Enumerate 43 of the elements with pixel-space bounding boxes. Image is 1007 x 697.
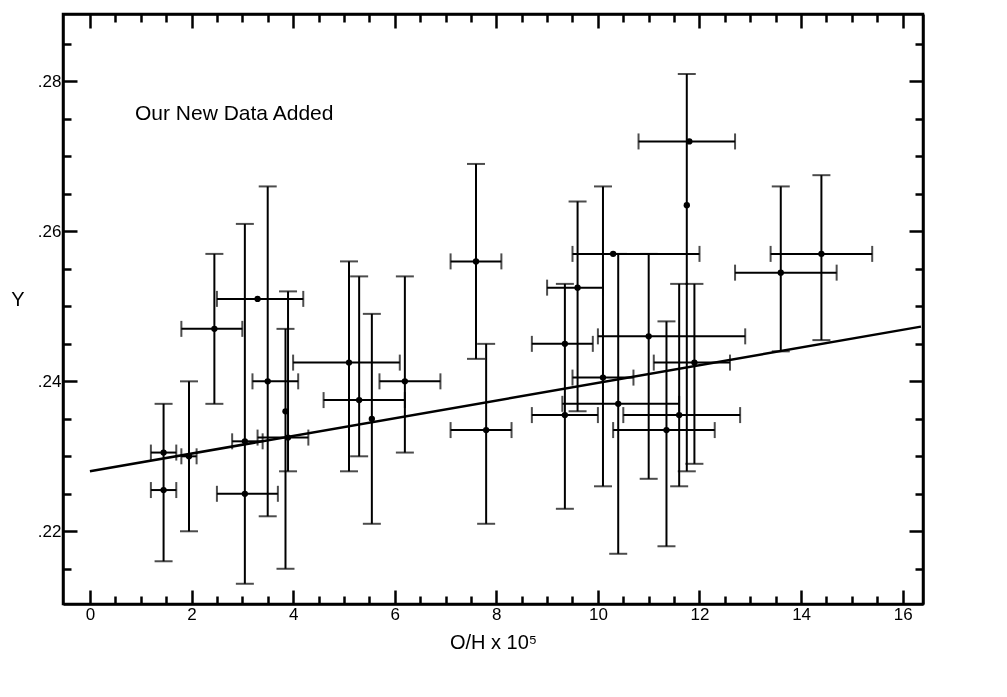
point	[818, 250, 825, 258]
point	[160, 486, 167, 494]
point	[561, 411, 569, 419]
point	[355, 396, 363, 404]
point	[691, 359, 698, 366]
y-tick-label: .22	[37, 521, 62, 541]
x-tick-label: 16	[893, 604, 913, 624]
y-tick-label: .26	[37, 221, 62, 241]
x-tick-label: 8	[492, 604, 502, 624]
x-tick-label: 12	[690, 604, 710, 624]
point	[609, 250, 617, 258]
x-tick-label: 6	[390, 604, 400, 624]
x-tick-label: 4	[288, 604, 299, 624]
y-tick-label: .28	[37, 71, 62, 91]
point	[345, 359, 353, 366]
point	[777, 269, 784, 276]
x-tick-label: 0	[85, 604, 96, 624]
point	[264, 378, 271, 385]
y-axis-title: Y	[11, 287, 25, 310]
x-axis-title: O/H x 10⁵	[449, 630, 538, 653]
point	[401, 378, 409, 385]
point	[615, 400, 622, 407]
x-tick-label: 2	[187, 604, 197, 624]
point	[368, 415, 376, 422]
point	[160, 449, 167, 456]
y-tick-label: .24	[37, 371, 62, 391]
x-tick-label: 10	[588, 604, 608, 624]
point	[645, 333, 652, 340]
point	[472, 258, 480, 265]
annotation: Our New Data Added	[135, 101, 334, 124]
point	[211, 325, 218, 333]
x-tick-label: 14	[792, 604, 812, 624]
point	[241, 490, 249, 497]
point	[282, 408, 289, 415]
point	[254, 295, 261, 303]
point	[599, 374, 607, 381]
point	[574, 284, 581, 291]
point	[663, 426, 670, 434]
point	[676, 411, 683, 419]
point	[561, 340, 569, 348]
point	[482, 426, 490, 434]
point	[686, 138, 693, 145]
point	[683, 202, 690, 209]
